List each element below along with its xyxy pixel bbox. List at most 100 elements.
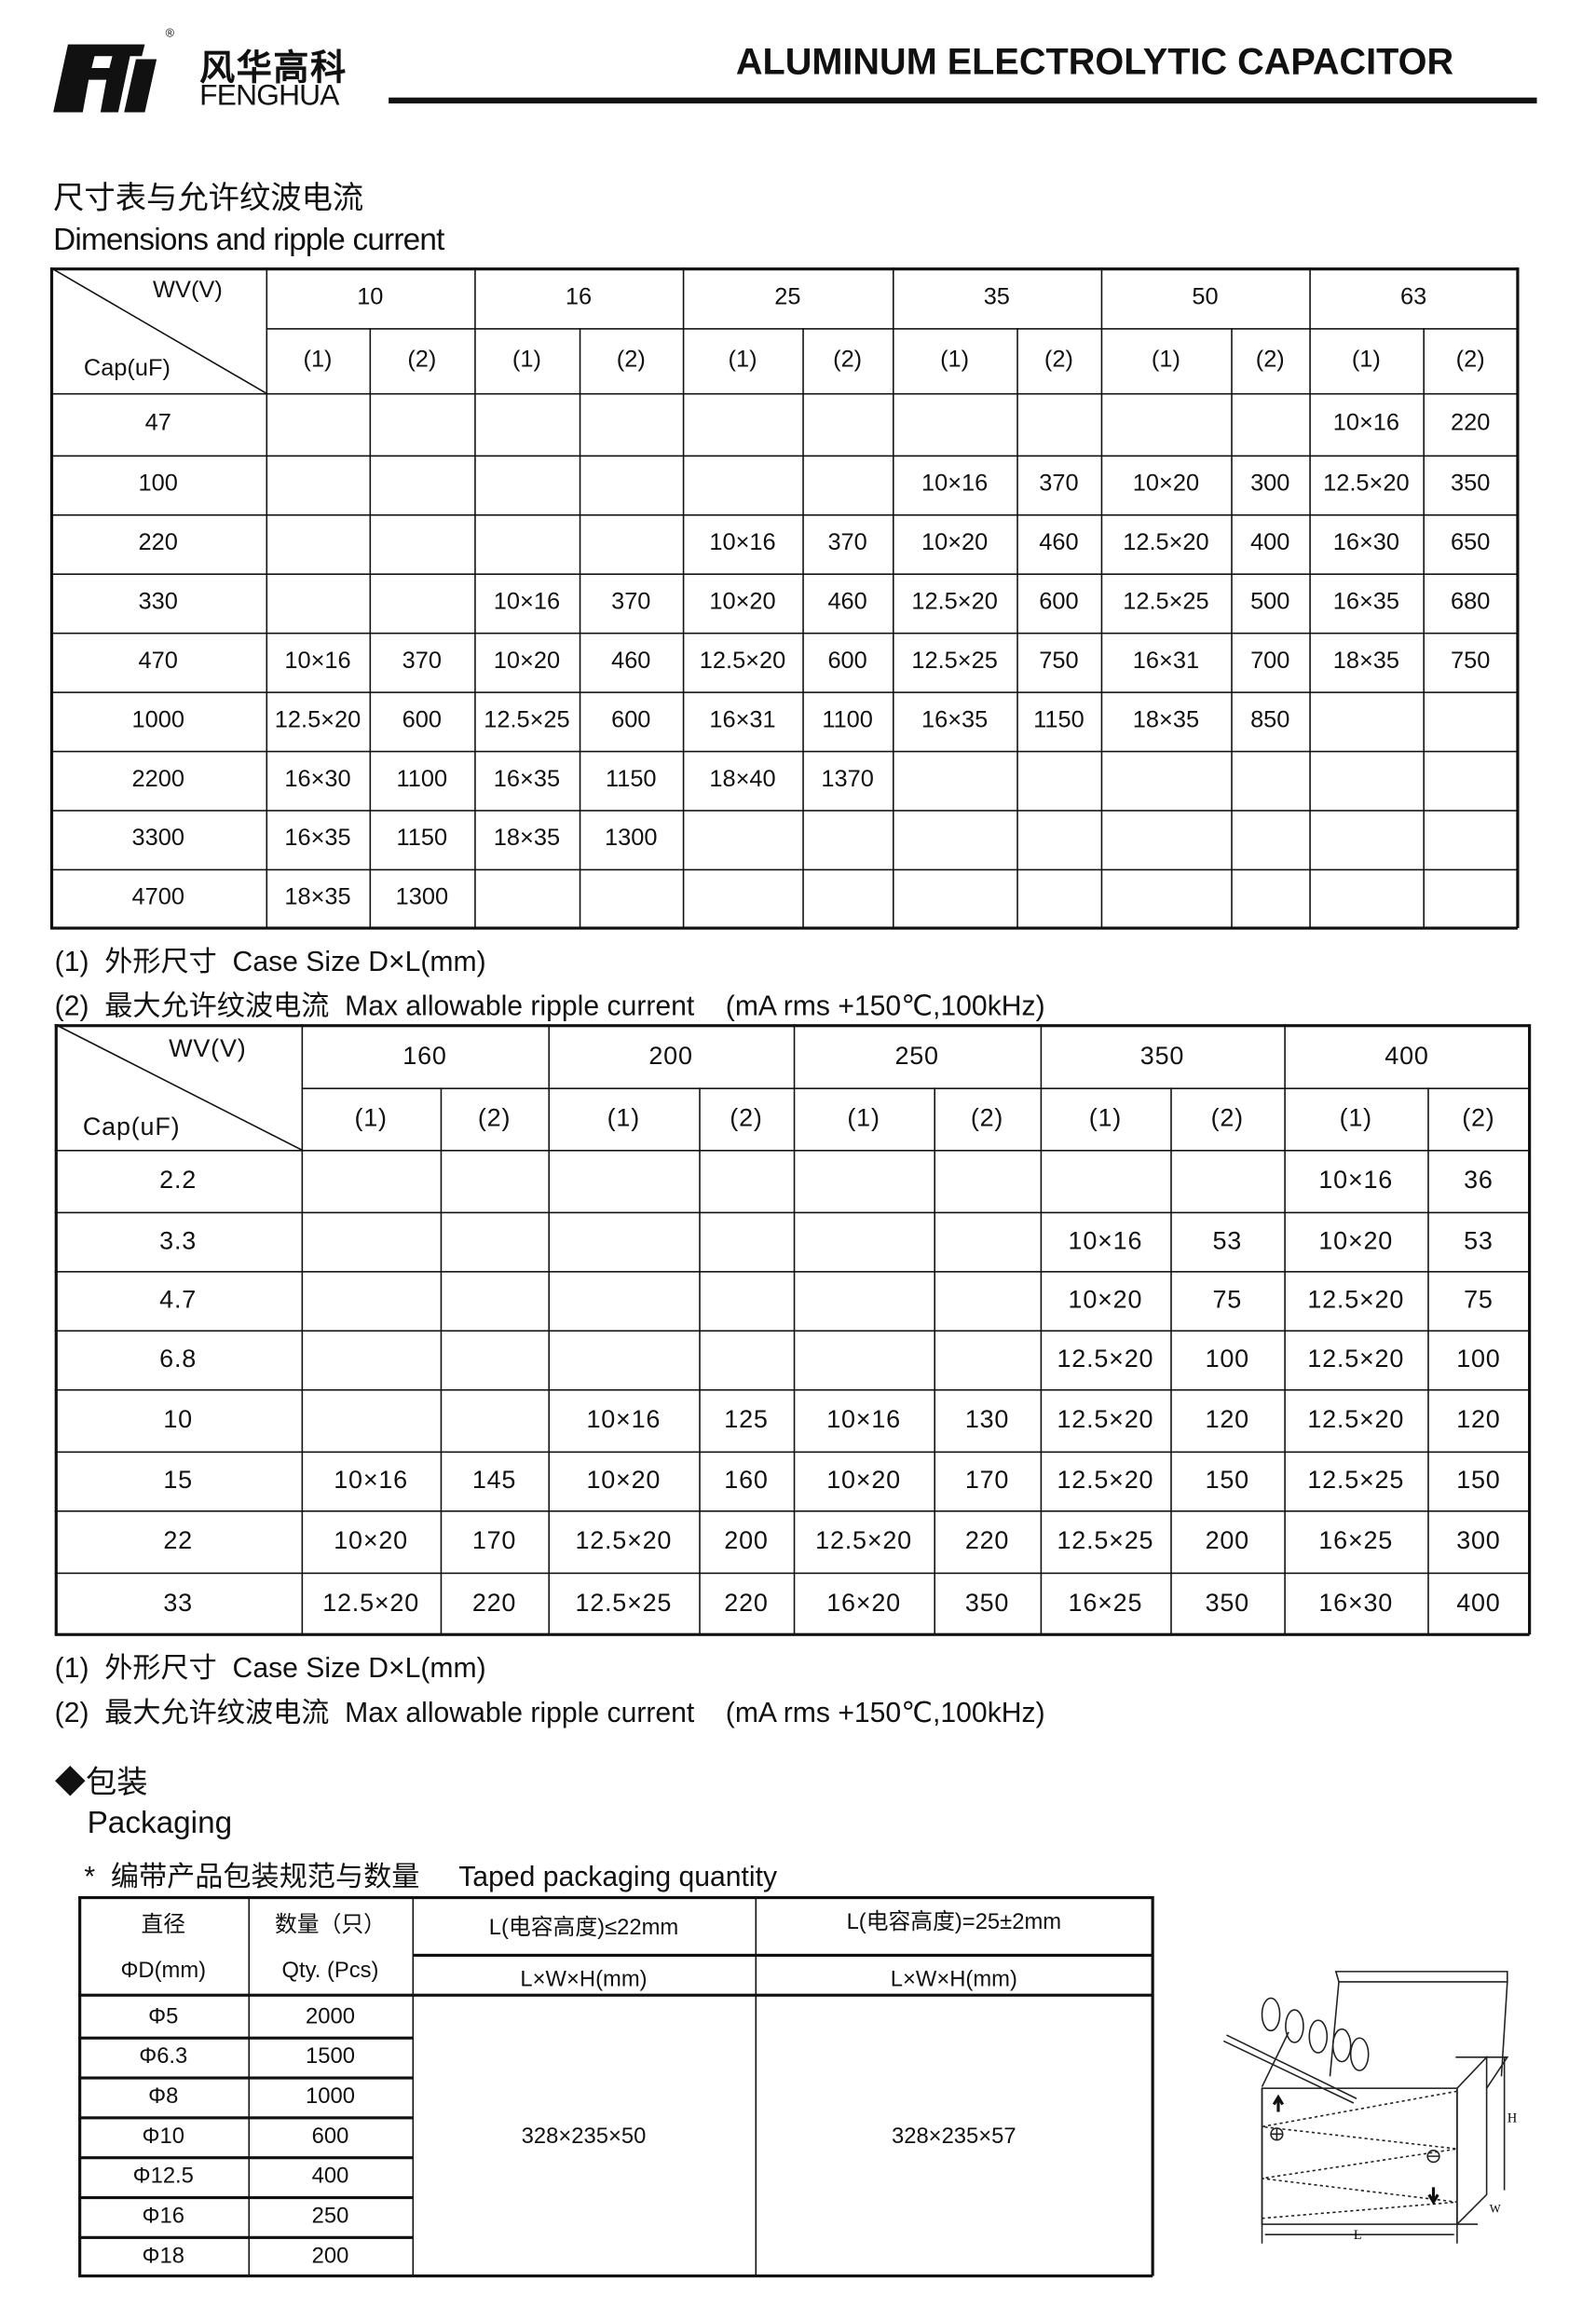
row-divider xyxy=(54,1330,1530,1332)
ripple-current-cell xyxy=(580,514,683,573)
row-divider xyxy=(78,2036,413,2040)
ripple-current-cell: 400 xyxy=(1250,530,1290,556)
ripple-current-cell: 1370 xyxy=(821,767,874,793)
voltage-header: 16 xyxy=(565,284,593,310)
ripple-current-cell: 300 xyxy=(1456,1526,1501,1555)
ripple-current-cell: 370 xyxy=(402,649,442,675)
case-size-cell: 12.5×25 xyxy=(484,707,570,733)
case-size-cell: 12.5×25 xyxy=(575,1589,673,1618)
ripple-current-cell: 125 xyxy=(724,1405,769,1434)
ripple-current-cell: 36 xyxy=(1464,1166,1494,1195)
ripple-current-cell xyxy=(1231,810,1309,868)
box-dimension-b: 328×235×57 xyxy=(891,2123,1016,2149)
ripple-current-cell xyxy=(441,1212,549,1271)
ripple-current-cell xyxy=(934,1271,1040,1330)
case-size-cell: 12.5×20 xyxy=(911,589,998,615)
subheader-case-size: (1) xyxy=(1339,1103,1372,1132)
case-size-cell xyxy=(683,393,802,456)
case-size-cell: 12.5×25 xyxy=(1307,1466,1405,1495)
ripple-current-cell: 75 xyxy=(1212,1285,1243,1315)
ripple-current-cell xyxy=(1423,751,1518,810)
case-size-cell xyxy=(893,869,1016,928)
capacitance-cell: 22 xyxy=(163,1526,193,1555)
case-size-cell: 10×20 xyxy=(1132,471,1200,497)
voltage-header: 10 xyxy=(357,284,384,310)
case-size-cell: 10×20 xyxy=(826,1466,901,1495)
fenghua-logo xyxy=(53,38,171,115)
row-divider xyxy=(78,2235,413,2239)
diameter-header-cn: 直径 xyxy=(141,1911,186,1937)
diagonal-header-line xyxy=(49,267,266,393)
column-divider xyxy=(301,1024,304,1635)
voltage-header: 400 xyxy=(1385,1041,1429,1070)
capacitance-cell: 47 xyxy=(144,410,171,436)
case-size-cell: 12.5×20 xyxy=(1057,1466,1154,1495)
ripple-current-cell xyxy=(934,1212,1040,1271)
table-border xyxy=(78,1895,82,2276)
ripple-current-cell xyxy=(1231,751,1309,810)
logo-mark-icon xyxy=(53,44,157,113)
packaging-title-cn: ◆包装 xyxy=(54,1766,148,1800)
case-size-cell xyxy=(548,1330,699,1388)
quantity-cell: 200 xyxy=(311,2243,349,2269)
ripple-current-cell: 600 xyxy=(1039,589,1079,615)
diameter-cell: Φ10 xyxy=(142,2124,184,2150)
ripple-current-cell: 600 xyxy=(402,707,442,733)
case-size-cell: 10×16 xyxy=(709,530,776,556)
ripple-current-cell: 1300 xyxy=(395,885,449,911)
capacitance-cell: 4700 xyxy=(131,885,184,911)
quantity-cell: 2000 xyxy=(306,2002,355,2028)
ripple-current-cell xyxy=(1016,751,1100,810)
case-size-cell xyxy=(302,1150,441,1212)
case-size-cell xyxy=(474,869,580,928)
case-size-cell: 10×16 xyxy=(586,1405,662,1434)
case-size-cell: 18×35 xyxy=(1132,707,1200,733)
column-divider xyxy=(548,1024,551,1635)
ripple-current-cell: 300 xyxy=(1250,471,1290,497)
ripple-current-cell xyxy=(802,869,893,928)
capacitance-cell: 220 xyxy=(138,530,178,556)
capacitance-cell: 2200 xyxy=(131,767,184,793)
quantity-cell: 600 xyxy=(311,2124,349,2150)
column-divider xyxy=(934,1087,936,1635)
column-divider xyxy=(248,1895,251,2276)
ripple-current-cell: 100 xyxy=(1205,1345,1249,1373)
ripple-current-cell: 350 xyxy=(1450,471,1491,497)
diagram-label-w: W xyxy=(1490,2202,1501,2215)
voltage-header: 50 xyxy=(1192,284,1219,310)
ripple-current-cell xyxy=(1423,691,1518,750)
ripple-current-cell: 200 xyxy=(1205,1526,1249,1555)
ripple-current-cell: 120 xyxy=(1456,1405,1501,1434)
quantity-cell: 400 xyxy=(311,2164,349,2190)
logo-cn: 风华高科 xyxy=(199,48,348,89)
case-size-cell: 18×35 xyxy=(493,826,561,852)
ripple-current-cell xyxy=(699,1330,794,1388)
case-size-cell: 10×20 xyxy=(1318,1226,1394,1255)
case-size-cell: 18×40 xyxy=(709,767,776,793)
voltage-header: 200 xyxy=(648,1041,693,1070)
case-size-cell xyxy=(1309,751,1423,810)
section-title-cn: 尺寸表与允许纹波电流 xyxy=(53,182,364,216)
case-size-cell xyxy=(794,1212,934,1271)
ripple-current-cell: 370 xyxy=(1039,471,1079,497)
ripple-current-cell xyxy=(1423,810,1518,868)
diameter-cell: Φ5 xyxy=(148,2002,179,2028)
case-size-cell: 16×35 xyxy=(493,767,561,793)
ripple-current-cell xyxy=(580,456,683,514)
packaging-box-diagram: H W L xyxy=(1222,1971,1517,2244)
subheader-ripple: (2) xyxy=(1044,347,1073,373)
logo-en: FENGHUA xyxy=(199,79,339,113)
ripple-current-cell: 750 xyxy=(1039,649,1079,675)
voltage-header: 350 xyxy=(1139,1041,1185,1070)
case-size-cell: 12.5×20 xyxy=(1057,1345,1154,1373)
dim-label-b: L×W×H(mm) xyxy=(890,1966,1017,1992)
ripple-current-cell: 600 xyxy=(827,649,867,675)
case-size-cell xyxy=(893,751,1016,810)
table-border xyxy=(49,926,1518,930)
subheader-case-size: (1) xyxy=(847,1103,880,1132)
row-divider xyxy=(49,392,1518,395)
case-size-cell xyxy=(302,1389,441,1452)
case-size-cell: 18×35 xyxy=(284,885,351,911)
ripple-current-cell: 350 xyxy=(964,1589,1010,1618)
ripple-current-cell: 170 xyxy=(964,1466,1010,1495)
